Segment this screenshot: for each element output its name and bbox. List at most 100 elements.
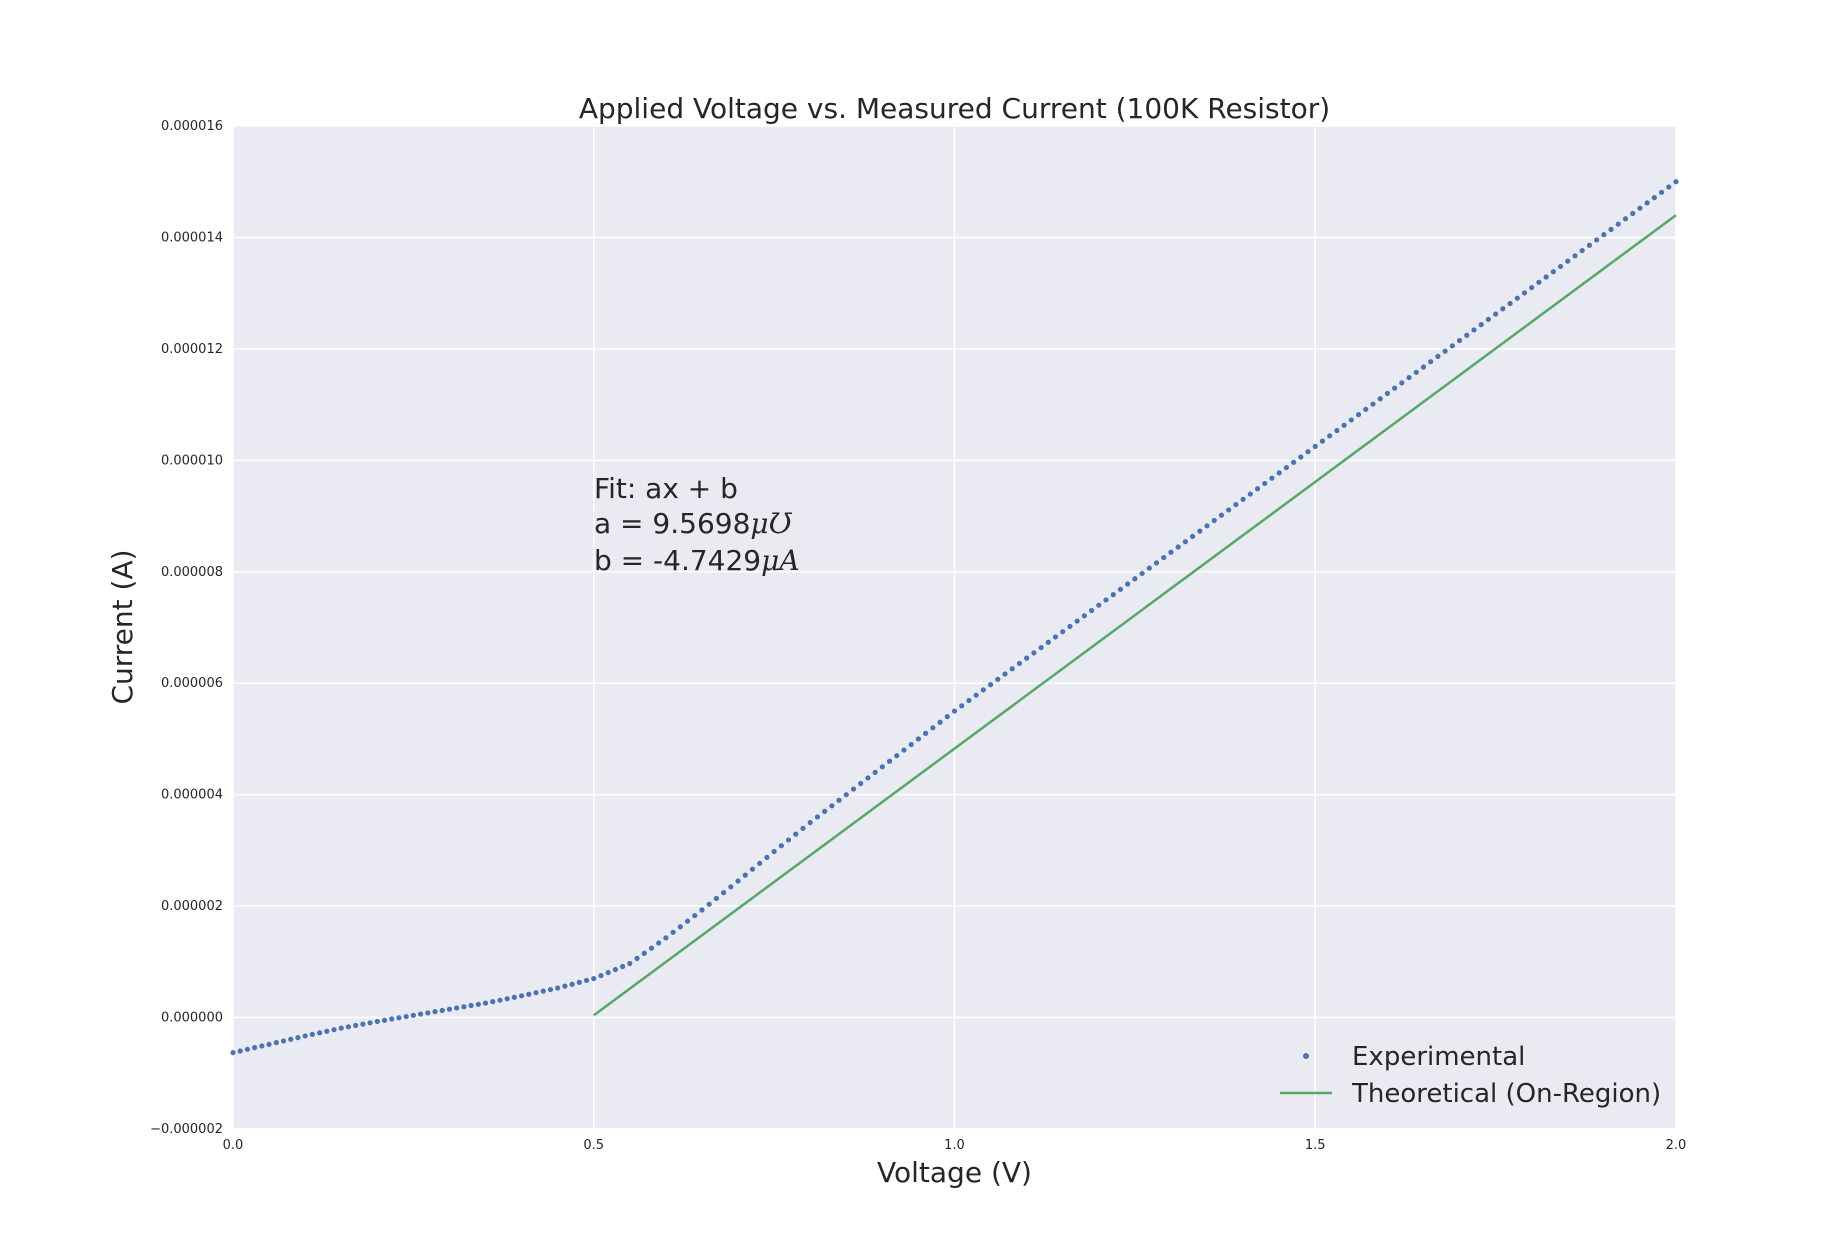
experimental-point (533, 990, 539, 996)
y-tick-labels: −0.000002 0.000000 0.000002 0.000004 0.00000… (150, 119, 223, 1137)
legend-label-experimental: Experimental (1352, 1042, 1525, 1072)
experimental-point (389, 1016, 395, 1022)
experimental-point (1182, 539, 1188, 545)
experimental-point (1449, 343, 1455, 349)
experimental-point (872, 769, 878, 775)
experimental-point (302, 1033, 308, 1039)
experimental-point (309, 1031, 315, 1037)
experimental-point (1543, 274, 1549, 280)
experimental-point (432, 1009, 438, 1015)
experimental-point (901, 747, 907, 753)
fit-b-unit: μA (761, 544, 799, 577)
x-tick-label: 2.0 (1666, 1138, 1687, 1153)
experimental-point (915, 736, 922, 742)
experimental-point (1334, 427, 1340, 434)
experimental-point (692, 912, 698, 919)
experimental-point (944, 714, 950, 720)
experimental-point (1291, 459, 1297, 465)
experimental-point (605, 969, 611, 976)
experimental-point (1550, 269, 1556, 275)
experimental-point (735, 878, 741, 884)
experimental-point (360, 1021, 366, 1027)
experimental-point (886, 758, 893, 764)
experimental-point (1240, 496, 1246, 502)
experimental-point (1327, 433, 1333, 439)
fit-a-unit: μƱ (750, 507, 792, 540)
experimental-point (1319, 438, 1326, 444)
experimental-point (1666, 184, 1672, 190)
experimental-point (1211, 517, 1217, 524)
experimental-point (966, 697, 972, 704)
x-tick-label: 1.5 (1305, 1138, 1326, 1153)
experimental-point (1413, 369, 1419, 375)
experimental-point (381, 1017, 388, 1023)
experimental-point (1125, 581, 1131, 587)
experimental-point (562, 983, 568, 989)
experimental-point (807, 819, 813, 826)
experimental-point (1016, 660, 1023, 667)
experimental-point (1153, 560, 1160, 566)
experimental-point (1168, 549, 1174, 555)
y-tick-label: 0.000012 (161, 342, 223, 357)
experimental-point (374, 1018, 380, 1025)
experimental-point (987, 682, 994, 688)
fit-annotation: Fit: ax + b a = 9.5698μƱ b = -4.7429μA (594, 472, 800, 577)
legend: Experimental Theoretical (On-Region) (1280, 1042, 1661, 1109)
experimental-point (410, 1012, 416, 1018)
experimental-point (995, 676, 1001, 682)
experimental-point (475, 1001, 481, 1007)
y-tick-label: −0.000002 (150, 1122, 223, 1137)
experimental-points (230, 179, 1679, 1056)
y-tick-label: 0.000008 (161, 565, 223, 580)
experimental-point (937, 719, 943, 725)
experimental-point (778, 843, 784, 849)
experimental-point (648, 945, 655, 951)
experimental-point (1103, 597, 1109, 603)
experimental-point (894, 753, 900, 759)
y-tick-label: 0.000004 (161, 788, 223, 803)
experimental-point (1399, 380, 1405, 386)
experimental-point (612, 966, 618, 973)
experimental-point (1254, 486, 1261, 492)
experimental-point (1204, 523, 1210, 529)
chart-title: Applied Voltage vs. Measured Current (10… (579, 92, 1330, 125)
experimental-point (526, 991, 532, 997)
y-tick-label: 0.000014 (161, 230, 223, 245)
experimental-point (1197, 528, 1203, 534)
experimental-point (547, 986, 554, 993)
experimental-point (908, 741, 914, 748)
experimental-point (1067, 623, 1073, 629)
experimental-point (439, 1007, 445, 1014)
experimental-point (764, 854, 770, 861)
experimental-point (1630, 210, 1636, 217)
experimental-point (1161, 554, 1167, 561)
experimental-point (1024, 655, 1030, 661)
experimental-point (1038, 644, 1044, 651)
experimental-point (1536, 279, 1542, 285)
experimental-point (1305, 449, 1311, 455)
experimental-point (858, 780, 864, 787)
experimental-point (930, 725, 936, 731)
experimental-point (800, 825, 806, 831)
experimental-point (749, 866, 756, 872)
theoretical-line (593, 214, 1677, 1017)
experimental-point (316, 1030, 323, 1036)
experimental-point (663, 935, 669, 941)
experimental-point (713, 895, 720, 902)
experimental-point (850, 786, 857, 792)
experimental-point (1622, 216, 1629, 222)
experimental-point (461, 1004, 467, 1010)
experimental-point (1507, 300, 1513, 307)
series-layer (230, 179, 1679, 1056)
experimental-point (425, 1010, 431, 1016)
experimental-point (1348, 417, 1354, 423)
experimental-point (973, 692, 979, 698)
experimental-point (1521, 290, 1528, 296)
experimental-point (865, 775, 871, 781)
y-tick-label: 0.000000 (161, 1011, 223, 1026)
experimental-point (555, 985, 561, 991)
experimental-point (266, 1041, 272, 1047)
experimental-point (345, 1024, 352, 1030)
experimental-point (576, 979, 582, 985)
experimental-point (273, 1040, 279, 1046)
